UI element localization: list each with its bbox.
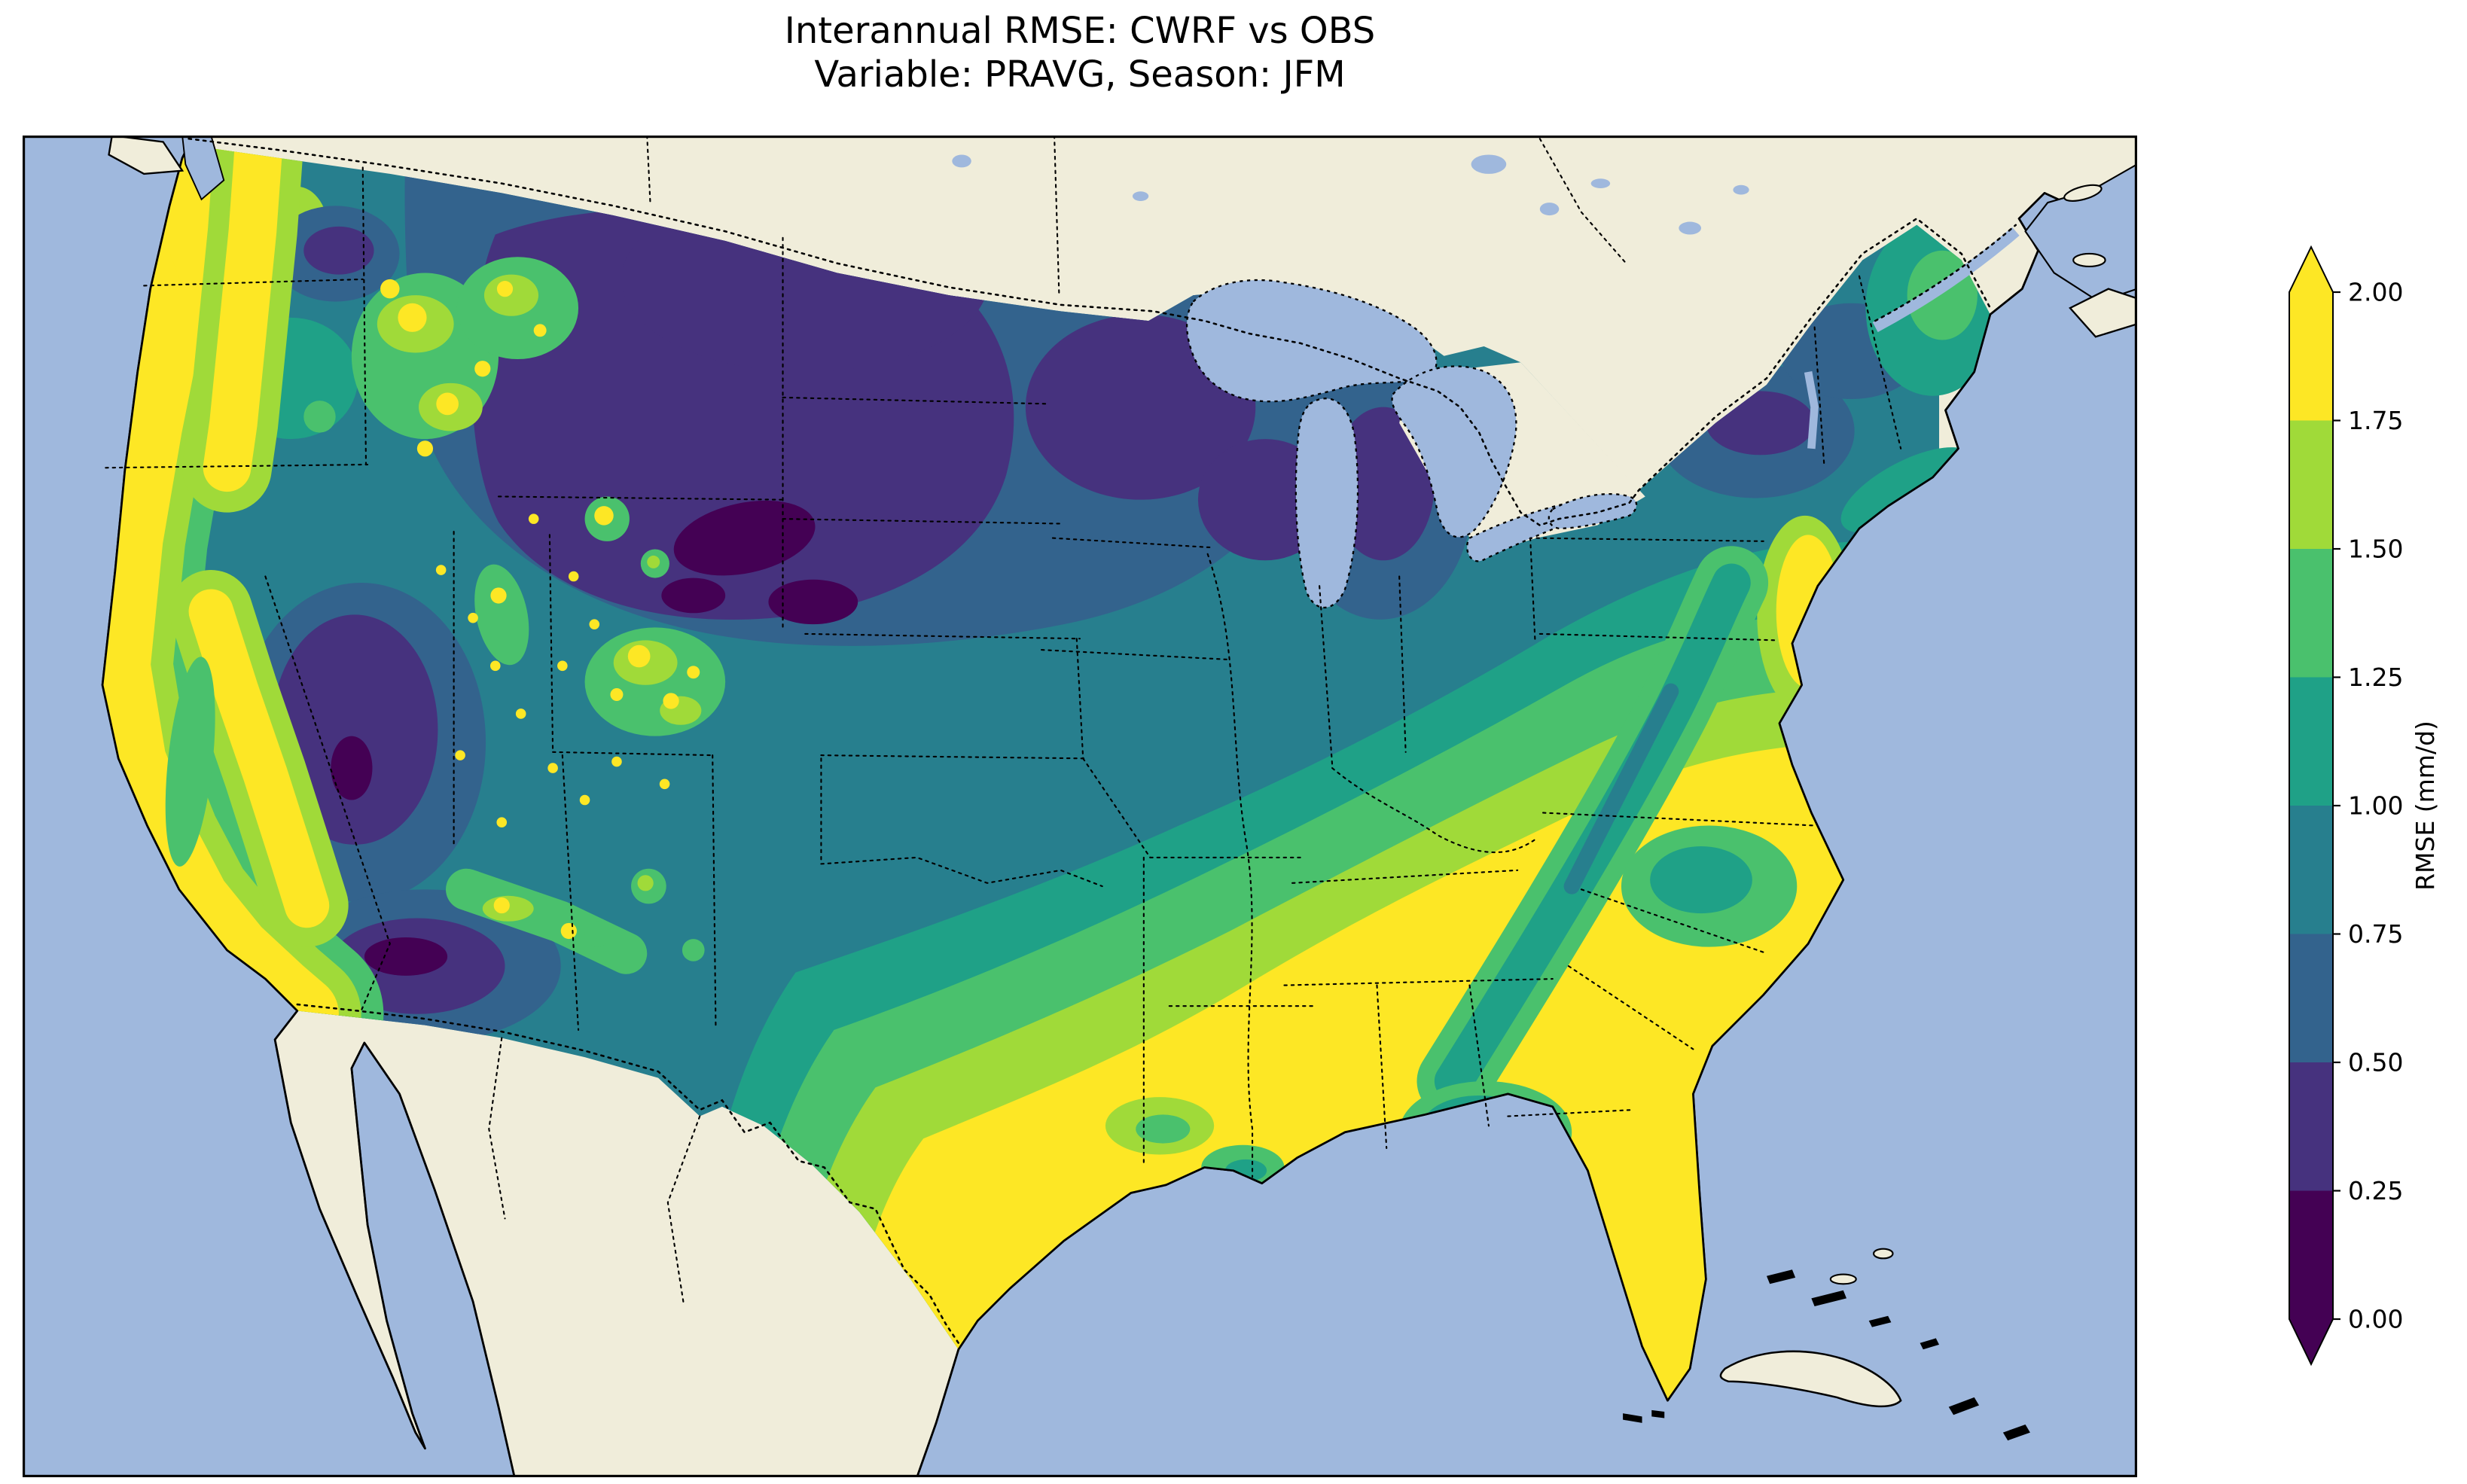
- colorbar-tick-label: 0.50: [2348, 1048, 2403, 1077]
- colorbar-band-1: [2289, 420, 2333, 549]
- colorbar: 2.00 1.75 1.50 1.25 1.00 0.75 0.50 0.25 …: [2289, 245, 2440, 1367]
- map-frame: [23, 136, 2137, 1477]
- nova-scotia: [2069, 288, 2137, 338]
- colorbar-tick-label: 0.00: [2348, 1305, 2403, 1334]
- colorbar-tick-label: 1.75: [2348, 406, 2403, 435]
- cuba-island: [1719, 1350, 1902, 1408]
- colorbar-band-5: [2289, 934, 2333, 1062]
- coastline: [101, 136, 2137, 1477]
- colorbar-band-3: [2289, 677, 2333, 806]
- colorbar-extend-max: [2289, 247, 2333, 292]
- national-borders: [188, 137, 2017, 1345]
- colorbar-tick-label: 2.00: [2348, 278, 2403, 307]
- vancouver-island: [108, 136, 184, 175]
- colorbar-band-4: [2289, 806, 2333, 934]
- lake-michigan: [1294, 398, 1359, 609]
- colorbar-tick-label: 0.25: [2348, 1176, 2403, 1205]
- figure-title-line2: Variable: PRAVG, Season: JFM: [814, 53, 1346, 96]
- puget-sound: [181, 136, 225, 201]
- canada-details: [108, 136, 2137, 449]
- colorbar-band-0: [2289, 292, 2333, 421]
- colorbar-axis-label: RMSE (mm/d): [2411, 721, 2440, 891]
- colorbar-extend-min: [2289, 1319, 2333, 1364]
- colorbar-ticks: [2333, 291, 2340, 1321]
- map-panel: [23, 136, 2137, 1477]
- colorbar-band-7: [2289, 1190, 2333, 1319]
- lake-ontario: [1548, 492, 1638, 530]
- colorbar-tick-label: 0.75: [2348, 919, 2403, 949]
- great-lakes: [1185, 279, 1638, 609]
- figure-title-line1: Interannual RMSE: CWRF vs OBS: [784, 10, 1376, 52]
- caribbean-islands: [1623, 1248, 2030, 1441]
- colorbar-tick-label: 1.50: [2348, 535, 2403, 564]
- colorbar-band-2: [2289, 549, 2333, 678]
- colorbar-tick-label: 1.00: [2348, 791, 2403, 821]
- state-borders: [105, 136, 1902, 1306]
- colorbar-tick-label: 1.25: [2348, 663, 2403, 692]
- prince-edward-island: [2072, 252, 2106, 268]
- colorbar-band-6: [2289, 1062, 2333, 1191]
- lake-huron: [1391, 365, 1517, 538]
